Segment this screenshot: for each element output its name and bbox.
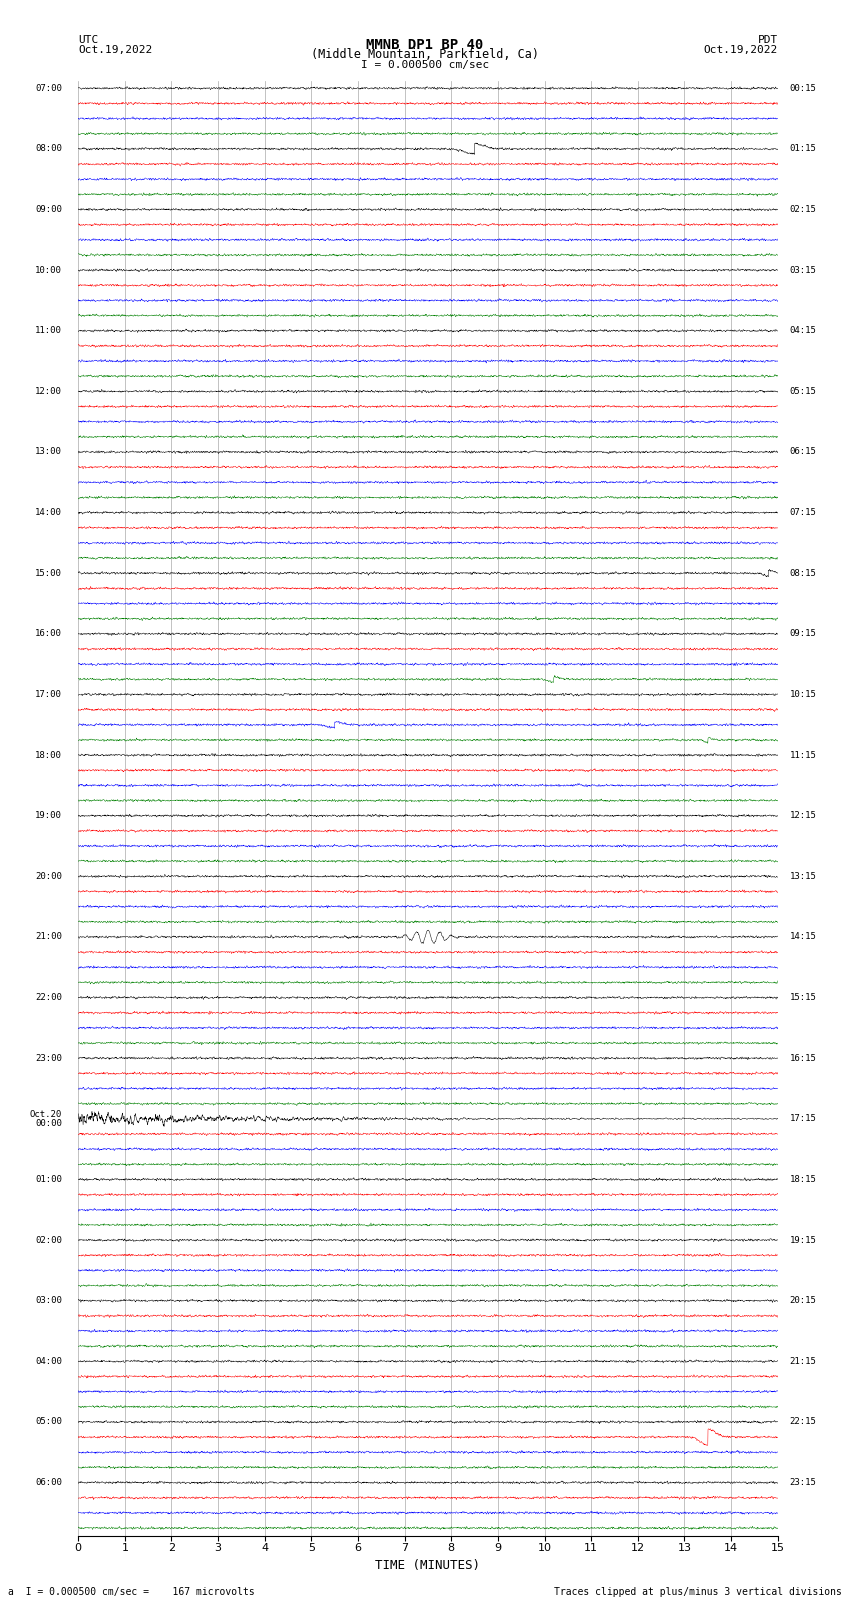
Text: 15:15: 15:15 [790,994,816,1002]
Text: 01:15: 01:15 [790,144,816,153]
Text: 00:15: 00:15 [790,84,816,92]
Text: 04:15: 04:15 [790,326,816,336]
Text: 09:15: 09:15 [790,629,816,639]
Text: 00:00: 00:00 [35,1119,62,1127]
Text: 20:00: 20:00 [35,871,62,881]
Text: Oct.20: Oct.20 [30,1110,62,1119]
Text: 11:15: 11:15 [790,750,816,760]
Text: 23:00: 23:00 [35,1053,62,1063]
Text: 18:15: 18:15 [790,1174,816,1184]
Text: 14:15: 14:15 [790,932,816,942]
Text: 07:00: 07:00 [35,84,62,92]
X-axis label: TIME (MINUTES): TIME (MINUTES) [376,1558,480,1571]
Text: I = 0.000500 cm/sec: I = 0.000500 cm/sec [361,60,489,69]
Text: 12:00: 12:00 [35,387,62,395]
Text: Traces clipped at plus/minus 3 vertical divisions: Traces clipped at plus/minus 3 vertical … [553,1587,842,1597]
Text: 06:15: 06:15 [790,447,816,456]
Text: 01:00: 01:00 [35,1174,62,1184]
Text: 19:15: 19:15 [790,1236,816,1245]
Text: a  I = 0.000500 cm/sec =    167 microvolts: a I = 0.000500 cm/sec = 167 microvolts [8,1587,255,1597]
Text: 06:00: 06:00 [35,1478,62,1487]
Text: 22:00: 22:00 [35,994,62,1002]
Text: 08:15: 08:15 [790,569,816,577]
Text: 08:00: 08:00 [35,144,62,153]
Text: 23:15: 23:15 [790,1478,816,1487]
Text: 02:15: 02:15 [790,205,816,215]
Text: 15:00: 15:00 [35,569,62,577]
Text: 13:15: 13:15 [790,871,816,881]
Text: 11:00: 11:00 [35,326,62,336]
Text: 17:15: 17:15 [790,1115,816,1123]
Text: 20:15: 20:15 [790,1297,816,1305]
Text: 21:15: 21:15 [790,1357,816,1366]
Text: 12:15: 12:15 [790,811,816,819]
Text: 07:15: 07:15 [790,508,816,518]
Text: UTC: UTC [78,35,99,45]
Text: 10:00: 10:00 [35,266,62,274]
Text: 17:00: 17:00 [35,690,62,698]
Text: PDT: PDT [757,35,778,45]
Text: 10:15: 10:15 [790,690,816,698]
Text: 16:00: 16:00 [35,629,62,639]
Text: 09:00: 09:00 [35,205,62,215]
Text: 16:15: 16:15 [790,1053,816,1063]
Text: (Middle Mountain, Parkfield, Ca): (Middle Mountain, Parkfield, Ca) [311,48,539,61]
Text: 14:00: 14:00 [35,508,62,518]
Text: 04:00: 04:00 [35,1357,62,1366]
Text: Oct.19,2022: Oct.19,2022 [704,45,778,55]
Text: 21:00: 21:00 [35,932,62,942]
Text: MMNB DP1 BP 40: MMNB DP1 BP 40 [366,37,484,52]
Text: 03:15: 03:15 [790,266,816,274]
Text: 13:00: 13:00 [35,447,62,456]
Text: 18:00: 18:00 [35,750,62,760]
Text: 05:00: 05:00 [35,1418,62,1426]
Text: 05:15: 05:15 [790,387,816,395]
Text: Oct.19,2022: Oct.19,2022 [78,45,152,55]
Text: 22:15: 22:15 [790,1418,816,1426]
Text: 02:00: 02:00 [35,1236,62,1245]
Text: 03:00: 03:00 [35,1297,62,1305]
Text: 19:00: 19:00 [35,811,62,819]
